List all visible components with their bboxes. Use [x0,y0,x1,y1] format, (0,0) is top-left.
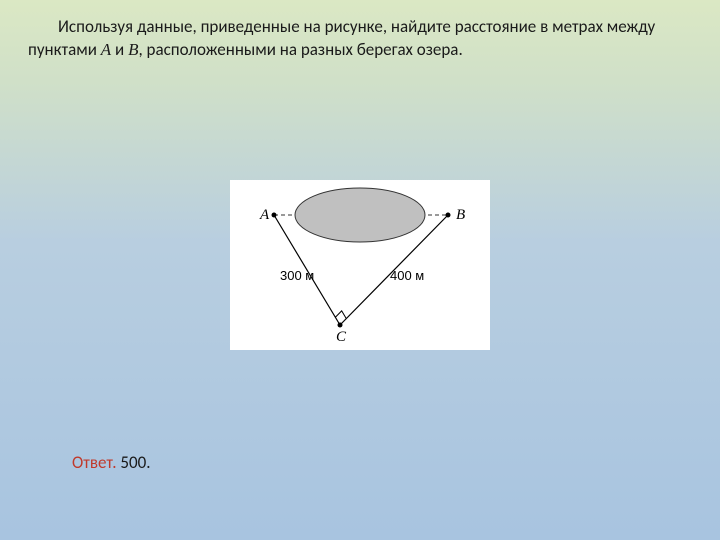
answer-value: 500. [120,452,150,473]
answer-block: Ответ. 500. [72,452,151,473]
var-B: B [128,40,138,59]
svg-text:C: C [336,329,347,345]
svg-text:400 м: 400 м [390,268,424,283]
problem-text-2: и [111,39,128,60]
svg-text:B: B [456,207,465,223]
answer-label: Ответ. [72,452,117,473]
figure-svg: A B C 300 м 400 м [230,180,490,350]
var-A: A [101,40,111,59]
svg-text:300 м: 300 м [280,268,314,283]
geometry-figure: A B C 300 м 400 м [230,180,490,350]
problem-statement: Используя данные, приведенные на рисунке… [28,16,692,62]
problem-text-3: , расположенными на разных берегах озера… [138,39,462,60]
svg-text:A: A [259,207,270,223]
